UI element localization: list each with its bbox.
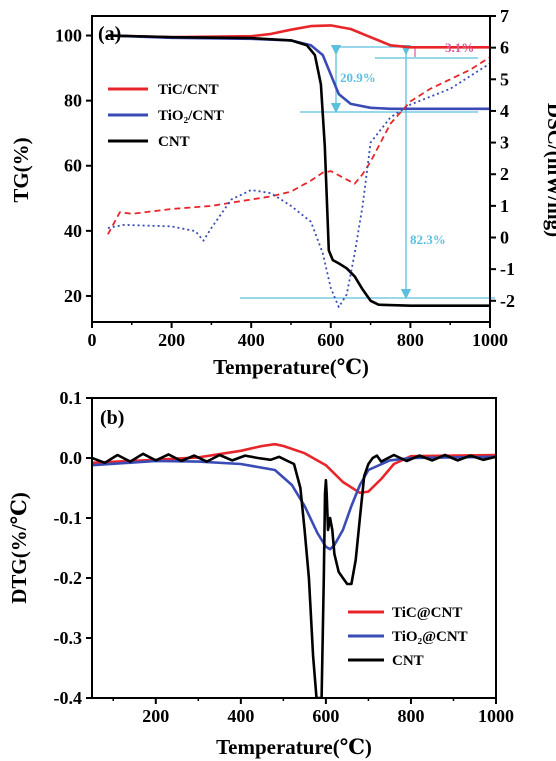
y-tick-label-100: 100 xyxy=(55,26,82,46)
legend-label-cnt-b: CNT xyxy=(392,653,424,669)
y-tick-label-60: 60 xyxy=(64,156,82,176)
panel-b-label: (b) xyxy=(100,407,124,429)
annotation-3-1: 3.1% xyxy=(445,40,474,55)
panel-a-chart: 0 200 400 600 800 1000 20 40 60 80 100 -2 -1 0 1 2 3 4 5 6 7… xyxy=(9,6,556,379)
b-y-tick-label-0-1: 0.1 xyxy=(60,388,83,408)
y-right-tick-label-1: 1 xyxy=(500,196,509,216)
series-line-tic-cnt-dsc xyxy=(107,56,490,235)
series-line-tio-cnt-dsc xyxy=(107,62,490,309)
x-tick-label-600: 600 xyxy=(317,330,344,350)
annotation-20-9: 20.9% xyxy=(340,70,376,85)
y-tick-label-80: 80 xyxy=(64,91,82,111)
panel-a-legend: TiC/CNT TiO₂/CNT CNT xyxy=(108,82,224,150)
x-tick-label-0: 0 xyxy=(88,330,97,350)
b-y-tick-label-0-3: -0.3 xyxy=(54,628,83,648)
b-x-tick-label-400: 400 xyxy=(227,706,254,726)
b-y-tick-label-0-0: 0.0 xyxy=(60,448,83,468)
annotation-82-3: 82.3% xyxy=(410,232,446,247)
legend-label-tic: TiC/CNT xyxy=(158,82,219,98)
legend-label-tio2-b: TiO₂@CNT xyxy=(392,629,468,645)
y-right-tick-label-7: 7 xyxy=(500,6,509,26)
b-y-tick-label-0-2: -0.2 xyxy=(54,568,83,588)
b-x-tick-label-200: 200 xyxy=(142,706,169,726)
y-right-tick-label-4: 4 xyxy=(500,101,509,121)
series-line-tic-cnt xyxy=(107,24,490,49)
panel-a-y-axis-label: TG(%) xyxy=(9,137,33,202)
series-line-cnt xyxy=(92,452,496,698)
legend-label-cnt: CNT xyxy=(158,134,190,150)
panel-a-annotations xyxy=(240,44,495,300)
panel-b-x-axis-label: Temperature(℃) xyxy=(216,735,372,759)
panel-b-y-axis-label: DTG(%/℃) xyxy=(7,492,31,604)
y-right-tick-label-2: -2 xyxy=(500,291,515,311)
y-tick-label-40: 40 xyxy=(64,221,82,241)
b-y-tick-label-0-4: -0.4 xyxy=(54,688,83,708)
panel-b-ticks: 200 400 600 800 1000 0.1 0.0 -0.1 -0.2 -0.3 -0.4 xyxy=(54,388,515,726)
panel-b-frame xyxy=(91,397,497,699)
panel-a-x-axis-label: Temperature(℃) xyxy=(213,355,369,379)
x-tick-label-1000: 1000 xyxy=(472,330,508,350)
y-right-tick-label-3: 3 xyxy=(500,133,509,153)
x-tick-label-400: 400 xyxy=(238,330,265,350)
y-right-tick-label-1: -1 xyxy=(500,259,515,279)
panel-a-label: (a) xyxy=(98,23,121,45)
y-right-tick-label-0: 0 xyxy=(500,228,509,248)
x-tick-label-200: 200 xyxy=(158,330,185,350)
b-x-tick-label-800: 800 xyxy=(397,706,424,726)
panel-b-series xyxy=(92,442,496,698)
series-line-tio-cnt xyxy=(92,455,496,551)
x-tick-label-800: 800 xyxy=(397,330,424,350)
y-right-tick-label-5: 5 xyxy=(500,69,509,89)
panel-a-ticks: 0 200 400 600 800 1000 20 40 60 80 100 -2 -1 0 1 2 3 4 5 6 7 xyxy=(55,6,515,350)
y-right-tick-label-2: 2 xyxy=(500,164,509,184)
panel-b-chart: 200 400 600 800 1000 0.1 0.0 -0.1 -0.2 -0.3 -0.4 (… xyxy=(7,388,514,759)
panel-b-legend: TiC@CNT TiO₂@CNT CNT xyxy=(348,605,468,669)
b-x-tick-label-600: 600 xyxy=(312,706,339,726)
legend-label-tic-b: TiC@CNT xyxy=(392,605,462,621)
series-line-cnt xyxy=(107,34,490,308)
b-x-tick-label-1000: 1000 xyxy=(478,706,514,726)
legend-label-tio2: TiO₂/CNT xyxy=(158,108,224,124)
y-tick-label-20: 20 xyxy=(64,286,82,306)
panel-a-y-right-axis-label: DSC/(mW/mg) xyxy=(543,103,556,237)
panel-a-series xyxy=(107,24,490,309)
y-right-tick-label-6: 6 xyxy=(500,38,509,58)
panel-a-frame xyxy=(91,15,491,323)
b-y-tick-label-0-1: -0.1 xyxy=(54,508,83,528)
